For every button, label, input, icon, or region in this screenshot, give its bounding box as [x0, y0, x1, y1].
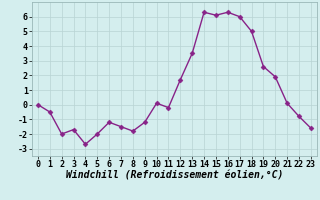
X-axis label: Windchill (Refroidissement éolien,°C): Windchill (Refroidissement éolien,°C)	[66, 171, 283, 181]
